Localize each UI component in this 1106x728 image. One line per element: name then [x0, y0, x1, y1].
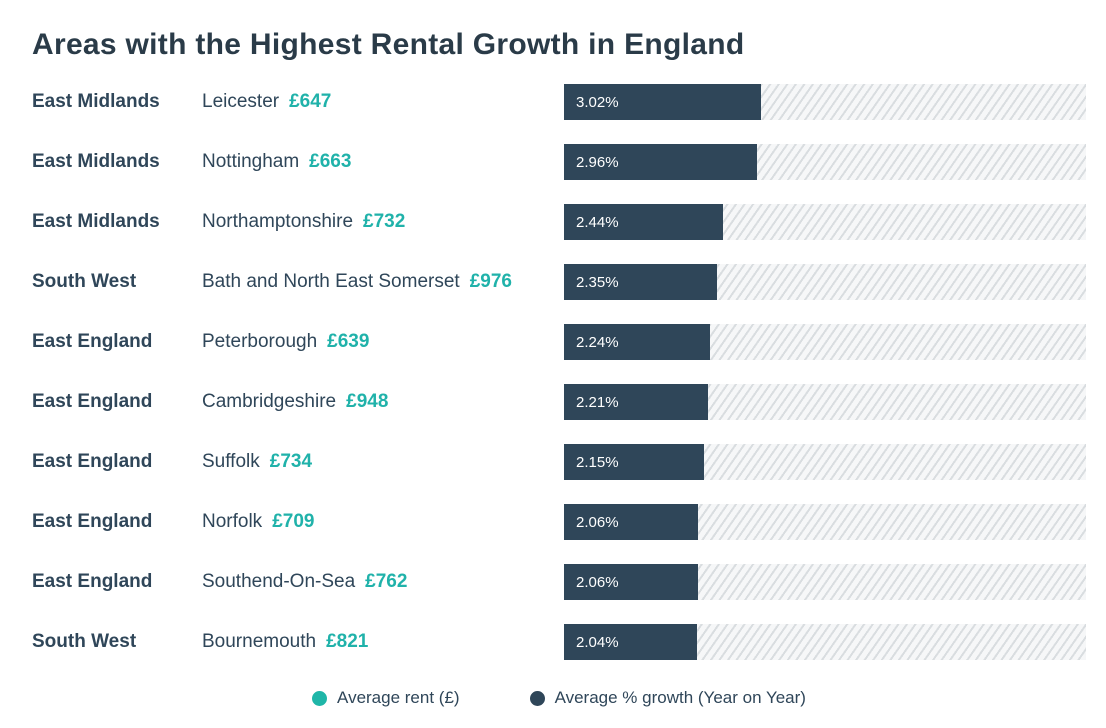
- chart-row: East EnglandCambridgeshire£9482.21%: [32, 384, 1086, 420]
- row-labels: East EnglandSouthend-On-Sea£762: [32, 571, 564, 593]
- row-price: £663: [309, 151, 351, 173]
- row-region: East England: [32, 331, 202, 353]
- bar-track: 2.21%: [564, 384, 1086, 420]
- legend-dot-rent: [312, 691, 327, 706]
- row-price: £647: [289, 91, 331, 113]
- bar-value-label: 2.21%: [564, 394, 619, 411]
- bar-fill: 2.15%: [564, 444, 704, 480]
- bar-value-label: 2.06%: [564, 514, 619, 531]
- bar-value-label: 2.15%: [564, 454, 619, 471]
- chart-row: East EnglandSouthend-On-Sea£7622.06%: [32, 564, 1086, 600]
- bar-track: 2.24%: [564, 324, 1086, 360]
- legend-label-rent: Average rent (£): [337, 688, 460, 708]
- bar-fill: 2.06%: [564, 504, 698, 540]
- bar-fill: 2.21%: [564, 384, 708, 420]
- row-region: East Midlands: [32, 151, 202, 173]
- bar-fill: 2.44%: [564, 204, 723, 240]
- row-labels: East EnglandSuffolk£734: [32, 451, 564, 473]
- row-region: East Midlands: [32, 91, 202, 113]
- row-labels: South WestBath and North East Somerset£9…: [32, 271, 564, 293]
- bar-fill: 2.06%: [564, 564, 698, 600]
- row-labels: East MidlandsNorthamptonshire£732: [32, 211, 564, 233]
- bar-track: 2.44%: [564, 204, 1086, 240]
- row-price: £734: [270, 451, 312, 473]
- row-labels: East MidlandsLeicester£647: [32, 91, 564, 113]
- chart-legend: Average rent (£) Average % growth (Year …: [32, 688, 1086, 708]
- row-area: Southend-On-Sea: [202, 571, 365, 593]
- bar-track: 2.96%: [564, 144, 1086, 180]
- bar-value-label: 2.96%: [564, 154, 619, 171]
- legend-dot-growth: [530, 691, 545, 706]
- row-price: £762: [365, 571, 407, 593]
- bar-fill: 2.96%: [564, 144, 757, 180]
- bar-value-label: 2.24%: [564, 334, 619, 351]
- row-region: East England: [32, 391, 202, 413]
- row-region: East Midlands: [32, 211, 202, 233]
- bar-track: 2.35%: [564, 264, 1086, 300]
- row-region: South West: [32, 631, 202, 653]
- chart-container: Areas with the Highest Rental Growth in …: [0, 0, 1106, 728]
- row-area: Cambridgeshire: [202, 391, 346, 413]
- row-price: £948: [346, 391, 388, 413]
- legend-item-rent: Average rent (£): [312, 688, 460, 708]
- bar-track: 2.06%: [564, 564, 1086, 600]
- row-area: Leicester: [202, 91, 289, 113]
- bar-fill: 2.24%: [564, 324, 710, 360]
- legend-label-growth: Average % growth (Year on Year): [555, 688, 806, 708]
- bar-value-label: 2.04%: [564, 634, 619, 651]
- row-price: £976: [470, 271, 512, 293]
- chart-row: East EnglandNorfolk£7092.06%: [32, 504, 1086, 540]
- bar-track: 2.06%: [564, 504, 1086, 540]
- bar-track: 3.02%: [564, 84, 1086, 120]
- bar-value-label: 2.06%: [564, 574, 619, 591]
- legend-item-growth: Average % growth (Year on Year): [530, 688, 806, 708]
- chart-row: East EnglandPeterborough£6392.24%: [32, 324, 1086, 360]
- bar-value-label: 2.44%: [564, 214, 619, 231]
- row-labels: East EnglandPeterborough£639: [32, 331, 564, 353]
- bar-fill: 2.35%: [564, 264, 717, 300]
- chart-row: East MidlandsNottingham£6632.96%: [32, 144, 1086, 180]
- row-region: East England: [32, 451, 202, 473]
- chart-row: East EnglandSuffolk£7342.15%: [32, 444, 1086, 480]
- row-labels: East EnglandNorfolk£709: [32, 511, 564, 533]
- chart-row: East MidlandsNorthamptonshire£7322.44%: [32, 204, 1086, 240]
- row-region: East England: [32, 511, 202, 533]
- row-area: Bournemouth: [202, 631, 326, 653]
- row-area: Bath and North East Somerset: [202, 271, 470, 293]
- row-area: Norfolk: [202, 511, 272, 533]
- row-price: £709: [272, 511, 314, 533]
- row-area: Peterborough: [202, 331, 327, 353]
- chart-row: South WestBath and North East Somerset£9…: [32, 264, 1086, 300]
- bar-fill: 3.02%: [564, 84, 761, 120]
- row-labels: East MidlandsNottingham£663: [32, 151, 564, 173]
- row-price: £821: [326, 631, 368, 653]
- chart-rows: East MidlandsLeicester£6473.02%East Midl…: [32, 84, 1086, 660]
- row-price: £732: [363, 211, 405, 233]
- bar-value-label: 2.35%: [564, 274, 619, 291]
- row-region: East England: [32, 571, 202, 593]
- bar-fill: 2.04%: [564, 624, 697, 660]
- chart-row: South WestBournemouth£8212.04%: [32, 624, 1086, 660]
- row-region: South West: [32, 271, 202, 293]
- bar-value-label: 3.02%: [564, 94, 619, 111]
- row-area: Northamptonshire: [202, 211, 363, 233]
- row-price: £639: [327, 331, 369, 353]
- row-labels: South WestBournemouth£821: [32, 631, 564, 653]
- bar-track: 2.15%: [564, 444, 1086, 480]
- chart-row: East MidlandsLeicester£6473.02%: [32, 84, 1086, 120]
- row-area: Nottingham: [202, 151, 309, 173]
- row-area: Suffolk: [202, 451, 270, 473]
- chart-title: Areas with the Highest Rental Growth in …: [32, 28, 1086, 62]
- row-labels: East EnglandCambridgeshire£948: [32, 391, 564, 413]
- bar-track: 2.04%: [564, 624, 1086, 660]
